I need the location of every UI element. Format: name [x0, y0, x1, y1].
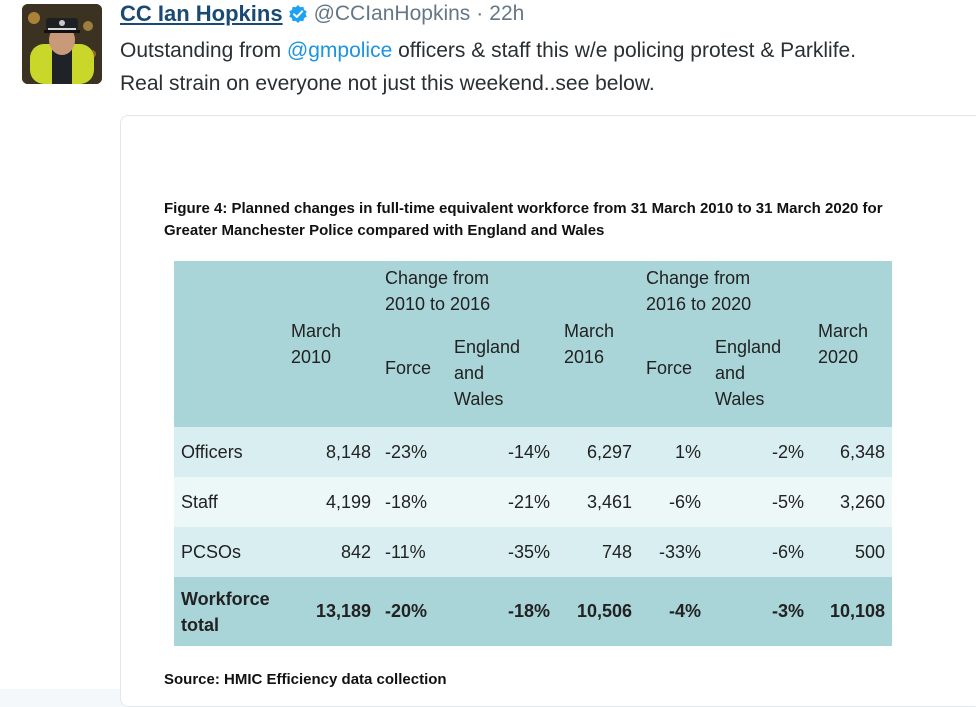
cell-force-change-1: -20%: [378, 577, 447, 646]
tweet-header: CC Ian Hopkins @CCIanHopkins · 22h: [120, 0, 524, 28]
cell-force-change-2: -6%: [639, 477, 709, 527]
table-row-total: Workforce total 13,189 -20% -18% 10,506 …: [174, 577, 893, 646]
cell-force-change-1: -23%: [378, 427, 447, 477]
cell-ew-change-1: -14%: [447, 427, 558, 477]
cell-march-2020: 3,260: [811, 477, 893, 527]
header-england-wales-2: England and Wales: [708, 334, 812, 427]
cell-force-change-1: -11%: [378, 527, 447, 577]
cell-ew-change-1: -35%: [447, 527, 558, 577]
cell-march-2020: 10,108: [811, 577, 893, 646]
tweet-text-line2: Real strain on everyone not just this we…: [120, 72, 655, 95]
cell-march-2016: 10,506: [557, 577, 640, 646]
tweet-text-after: officers & staff this w/e policing prote…: [392, 39, 857, 62]
table-row: Staff 4,199 -18% -21% 3,461 -6% -5% 3,26…: [174, 477, 893, 527]
cell-march-2016: 3,461: [557, 477, 640, 527]
cell-ew-change-1: -21%: [447, 477, 558, 527]
tweet-text-before: Outstanding from: [120, 39, 287, 62]
cell-ew-change-2: -6%: [708, 527, 812, 577]
tweet: CC Ian Hopkins @CCIanHopkins · 22h Outst…: [22, 0, 976, 707]
police-officer-avatar[interactable]: [22, 4, 102, 84]
workforce-table: March 2010 Change from 2010 to 2016 Marc…: [174, 261, 893, 646]
cell-march-2010: 842: [284, 527, 378, 577]
header-force-1: Force: [378, 334, 447, 427]
cell-march-2016: 6,297: [557, 427, 640, 477]
tweet-timestamp[interactable]: 22h: [489, 2, 525, 25]
cell-force-change-2: -4%: [639, 577, 709, 646]
cell-ew-change-2: -3%: [708, 577, 812, 646]
header-march-2016: March 2016: [557, 261, 640, 427]
header-march-2010: March 2010: [284, 261, 378, 427]
cell-ew-change-1: -18%: [447, 577, 558, 646]
attached-image[interactable]: Figure 4: Planned changes in full-time e…: [120, 115, 976, 707]
row-label: Staff: [174, 477, 284, 527]
cell-force-change-1: -18%: [378, 477, 447, 527]
separator-dot: ·: [476, 2, 484, 25]
header-change-2016-2020: Change from 2016 to 2020: [639, 261, 812, 334]
header-change-2010-2016: Change from 2010 to 2016: [378, 261, 558, 334]
figure-source: Source: HMIC Efficiency data collection: [164, 671, 447, 688]
header-empty: [174, 261, 284, 427]
row-label-total: Workforce total: [174, 577, 284, 646]
table-row: PCSOs 842 -11% -35% 748 -33% -6% 500: [174, 527, 893, 577]
row-label: Officers: [174, 427, 284, 477]
cell-march-2020: 500: [811, 527, 893, 577]
cell-force-change-2: -33%: [639, 527, 709, 577]
cell-march-2020: 6,348: [811, 427, 893, 477]
cell-force-change-2: 1%: [639, 427, 709, 477]
cell-march-2010: 13,189: [284, 577, 378, 646]
cell-ew-change-2: -5%: [708, 477, 812, 527]
header-england-wales-1: England and Wales: [447, 334, 558, 427]
table-row: Officers 8,148 -23% -14% 6,297 1% -2% 6,…: [174, 427, 893, 477]
mention-link[interactable]: @gmpolice: [286, 39, 393, 62]
header-march-2020: March 2020: [811, 261, 893, 427]
tweet-text: Outstanding from @gmpolice officers & st…: [120, 34, 970, 100]
cell-march-2016: 748: [557, 527, 640, 577]
author-handle[interactable]: @CCIanHopkins: [313, 2, 471, 25]
author-name[interactable]: CC Ian Hopkins: [120, 1, 283, 26]
cell-march-2010: 8,148: [284, 427, 378, 477]
row-label: PCSOs: [174, 527, 284, 577]
header-force-2: Force: [639, 334, 709, 427]
cell-march-2010: 4,199: [284, 477, 378, 527]
cell-ew-change-2: -2%: [708, 427, 812, 477]
verified-badge-icon: [288, 4, 308, 24]
figure-title: Figure 4: Planned changes in full-time e…: [164, 200, 883, 239]
